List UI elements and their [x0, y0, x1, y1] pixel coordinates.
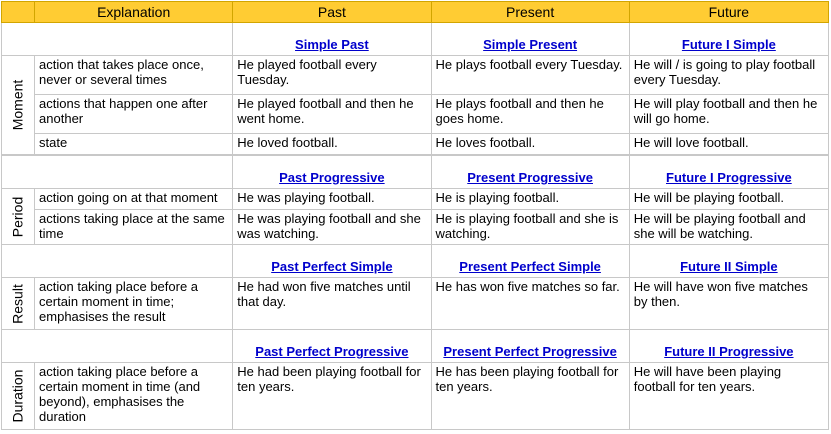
- explanation-cell: actions that happen one after another: [34, 94, 234, 134]
- table-row: state He loved football. He loves footba…: [2, 133, 830, 156]
- tense-cell-past: Past Perfect Simple: [232, 244, 432, 278]
- example-past: He had won five matches until that day.: [232, 277, 432, 330]
- blank-cell: [0, 329, 234, 363]
- header-present: Present: [430, 1, 630, 23]
- header-corner: [0, 1, 36, 23]
- tense-cell-present: Present Perfect Simple: [430, 244, 630, 278]
- group-label-duration-cell: Duration: [0, 362, 36, 430]
- tense-link-past-perfect-progressive[interactable]: Past Perfect Progressive: [255, 344, 409, 359]
- blank-cell: [0, 154, 234, 189]
- tense-names-row-period: Past Progressive Present Progressive Fut…: [0, 154, 830, 189]
- tense-cell-present: Simple Present: [430, 22, 630, 56]
- table-row: Duration action taking place before a ce…: [0, 362, 830, 430]
- tense-link-simple-present[interactable]: Simple Present: [483, 37, 578, 52]
- example-future: He will be playing football.: [628, 188, 830, 210]
- tense-link-future-ii-progressive[interactable]: Future II Progressive: [664, 344, 794, 359]
- explanation-cell: actions taking place at the same time: [34, 209, 234, 245]
- example-present: He has been playing football for ten yea…: [430, 362, 630, 430]
- explanation-cell: action taking place before a certain mom…: [34, 277, 234, 330]
- example-past: He was playing football and she was watc…: [232, 209, 432, 245]
- example-present: He plays football and then he goes home.: [430, 94, 630, 134]
- tense-link-future-i-progressive[interactable]: Future I Progressive: [666, 170, 792, 185]
- tense-cell-future: Future I Progressive: [628, 154, 830, 189]
- example-present: He has won five matches so far.: [430, 277, 630, 330]
- group-label-period: Period: [9, 196, 26, 237]
- tense-cell-past: Simple Past: [232, 22, 432, 56]
- tense-cell-present: Present Perfect Progressive: [430, 329, 630, 363]
- explanation-cell: action going on at that moment: [34, 188, 234, 210]
- explanation-cell: state: [34, 133, 234, 156]
- example-past: He had been playing football for ten yea…: [232, 362, 432, 430]
- tense-names-row-moment: Simple Past Simple Present Future I Simp…: [0, 22, 830, 56]
- group-label-result: Result: [9, 283, 26, 324]
- tense-link-present-perfect-simple[interactable]: Present Perfect Simple: [459, 259, 601, 274]
- explanation-cell: action that takes place once, never or s…: [34, 55, 234, 95]
- tense-link-simple-past[interactable]: Simple Past: [295, 37, 369, 52]
- tense-link-future-i-simple[interactable]: Future I Simple: [681, 37, 776, 52]
- example-past: He played football every Tuesday.: [232, 55, 432, 95]
- example-future: He will / is going to play football ever…: [628, 55, 830, 95]
- example-future: He will have won five matches by then.: [628, 277, 830, 330]
- tense-link-present-progressive[interactable]: Present Progressive: [467, 170, 593, 185]
- example-future: He will love football.: [628, 133, 830, 156]
- tense-cell-past: Past Perfect Progressive: [232, 329, 432, 363]
- example-present: He loves football.: [430, 133, 630, 156]
- example-past: He played football and then he went home…: [232, 94, 432, 134]
- example-past: He was playing football.: [232, 188, 432, 210]
- blank-cell: [0, 22, 234, 56]
- table-row: Period action going on at that moment He…: [0, 188, 830, 245]
- tense-cell-past: Past Progressive: [232, 154, 432, 189]
- example-future: He will play football and then he will g…: [628, 94, 830, 134]
- tense-link-present-perfect-progressive[interactable]: Present Perfect Progressive: [443, 344, 617, 359]
- explanation-cell: action taking place before a certain mom…: [34, 362, 234, 430]
- group-label-duration: Duration: [9, 369, 26, 423]
- tense-link-past-progressive[interactable]: Past Progressive: [279, 170, 385, 185]
- tense-cell-future: Future I Simple: [628, 22, 830, 56]
- table-row: Result action taking place before a cert…: [0, 277, 830, 330]
- tense-link-future-ii-simple[interactable]: Future II Simple: [680, 259, 778, 274]
- header-explanation: Explanation: [34, 1, 234, 23]
- group-label-result-cell: Result: [0, 277, 36, 330]
- tense-cell-future: Future II Progressive: [628, 329, 830, 363]
- example-future: He will have been playing football for t…: [628, 362, 830, 430]
- example-present: He plays football every Tuesday.: [430, 55, 630, 95]
- group-label-moment-cell: Moment: [0, 55, 36, 156]
- group-label-period-cell: Period: [0, 188, 36, 245]
- example-present: He is playing football.: [430, 188, 630, 210]
- table-row: actions taking place at the same time He…: [2, 209, 830, 245]
- example-past: He loved football.: [232, 133, 432, 156]
- tense-names-row-result: Past Perfect Simple Present Perfect Simp…: [0, 244, 830, 278]
- header-future: Future: [628, 1, 830, 23]
- example-future: He will be playing football and she will…: [628, 209, 830, 245]
- table-header-row: Explanation Past Present Future: [0, 1, 830, 23]
- example-present: He is playing football and she is watchi…: [430, 209, 630, 245]
- table-row: Moment action that takes place once, nev…: [0, 55, 830, 156]
- tense-cell-future: Future II Simple: [628, 244, 830, 278]
- table-row: actions that happen one after another He…: [2, 94, 830, 134]
- tense-link-past-perfect-simple[interactable]: Past Perfect Simple: [271, 259, 393, 274]
- tense-cell-present: Present Progressive: [430, 154, 630, 189]
- group-label-moment: Moment: [9, 79, 26, 131]
- tense-names-row-duration: Past Perfect Progressive Present Perfect…: [0, 329, 830, 363]
- header-past: Past: [232, 1, 432, 23]
- blank-cell: [0, 244, 234, 278]
